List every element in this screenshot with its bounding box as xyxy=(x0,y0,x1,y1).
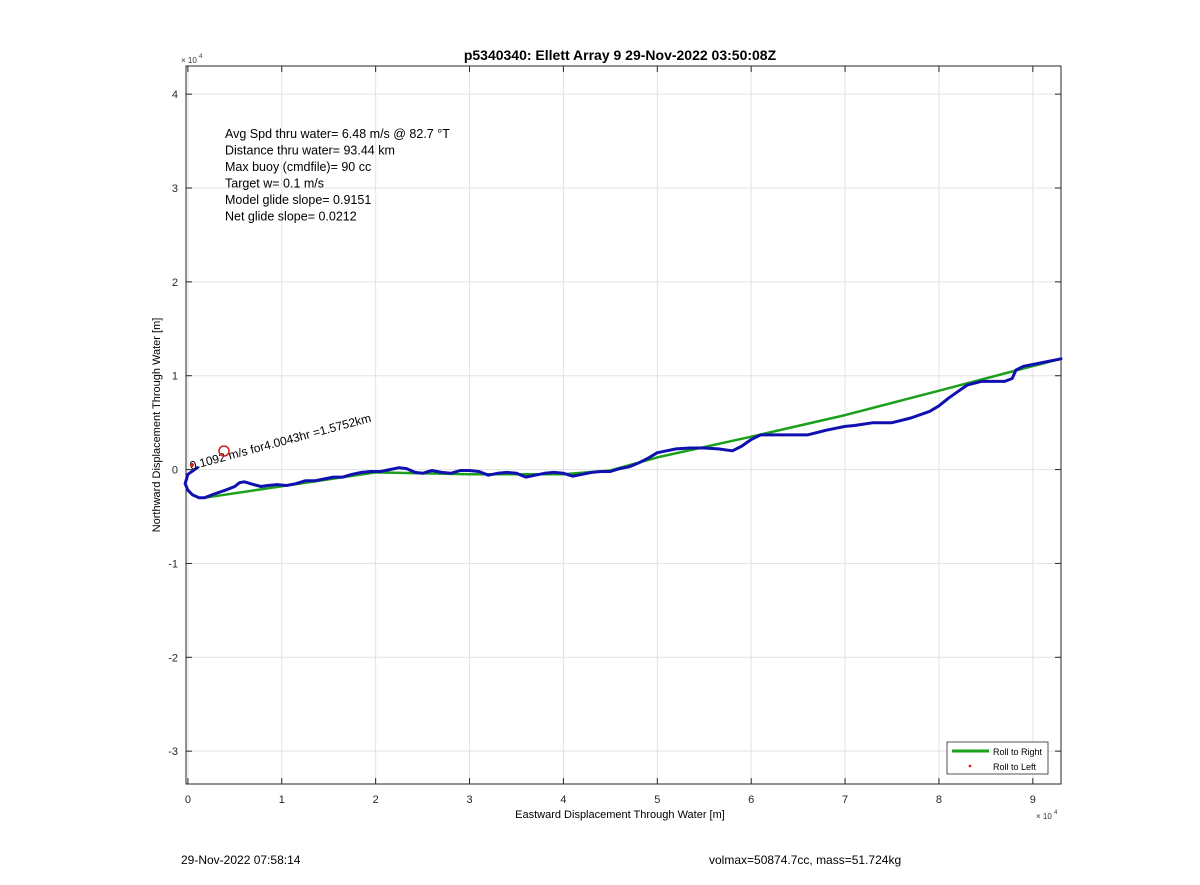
y-tick-label: 4 xyxy=(172,89,178,101)
x-tick-label: 7 xyxy=(842,794,848,806)
y-tick-label: 2 xyxy=(172,277,178,289)
segment-annotation: 0.1092 m/s for4.0043hr =1.5752km xyxy=(188,411,372,473)
y-tick-label: -2 xyxy=(168,652,178,664)
plot-frame xyxy=(185,65,1062,785)
series-line-roll-right xyxy=(203,357,1063,499)
series-layer xyxy=(183,357,1063,500)
y-tick-label: 1 xyxy=(172,371,178,383)
legend-swatch-roll-left xyxy=(968,764,972,768)
footer-timestamp: 29-Nov-2022 07:58:14 xyxy=(181,853,301,867)
svg-text:× 10: × 10 xyxy=(181,56,197,65)
y-exponent-label: × 10 4 xyxy=(181,54,203,65)
x-exponent-label: × 10 4 xyxy=(1036,810,1058,821)
y-tick-label: -3 xyxy=(168,746,178,758)
y-tick-label: 3 xyxy=(172,183,178,195)
x-tick-label: 9 xyxy=(1030,794,1036,806)
legend-label-roll-left: Roll to Left xyxy=(993,762,1037,772)
x-tick-label: 5 xyxy=(654,794,660,806)
stats-line: Distance thru water= 93.44 km xyxy=(225,144,395,158)
y-tick-label: -1 xyxy=(168,558,178,570)
legend-label-roll-right: Roll to Right xyxy=(993,747,1043,757)
stats-line: Net glide slope= 0.0212 xyxy=(225,210,357,224)
series-line-track xyxy=(183,357,1063,500)
current-position-marker xyxy=(218,445,230,457)
x-tick-label: 4 xyxy=(560,794,566,806)
stats-line: Max buoy (cmdfile)= 90 cc xyxy=(225,160,371,174)
stats-line: Avg Spd thru water= 6.48 m/s @ 82.7 °T xyxy=(225,127,450,141)
chart-title: p5340340: Ellett Array 9 29-Nov-2022 03:… xyxy=(464,47,777,63)
legend-frame xyxy=(946,741,1049,775)
footer-summary: volmax=50874.7cc, mass=51.724kg xyxy=(709,853,902,867)
x-tick-label: 2 xyxy=(373,794,379,806)
x-tick-label: 6 xyxy=(748,794,754,806)
svg-text:4: 4 xyxy=(1054,810,1058,816)
x-tick-label: 1 xyxy=(279,794,285,806)
stats-line: Model glide slope= 0.9151 xyxy=(225,193,371,207)
legend-box: Roll to Right Roll to Left xyxy=(946,741,1049,775)
svg-text:× 10: × 10 xyxy=(1036,812,1052,821)
x-tick-label: 3 xyxy=(466,794,472,806)
stats-block: Avg Spd thru water= 6.48 m/s @ 82.7 °T Di… xyxy=(225,127,450,224)
x-tick-label: 8 xyxy=(936,794,942,806)
ticks-layer: 0 1 2 3 4 5 6 7 8 9 -3 -2 -1 0 1 2 3 4 xyxy=(168,66,1061,806)
start-marker xyxy=(190,463,194,467)
svg-text:4: 4 xyxy=(199,54,203,60)
y-axis-label: Northward Displacement Through Water [m] xyxy=(151,318,163,533)
y-tick-label: 0 xyxy=(172,465,178,477)
stats-line: Target w= 0.1 m/s xyxy=(225,177,324,191)
x-axis-label: Eastward Displacement Through Water [m] xyxy=(515,809,725,821)
x-tick-label: 0 xyxy=(185,794,191,806)
grid-layer xyxy=(186,66,1061,784)
